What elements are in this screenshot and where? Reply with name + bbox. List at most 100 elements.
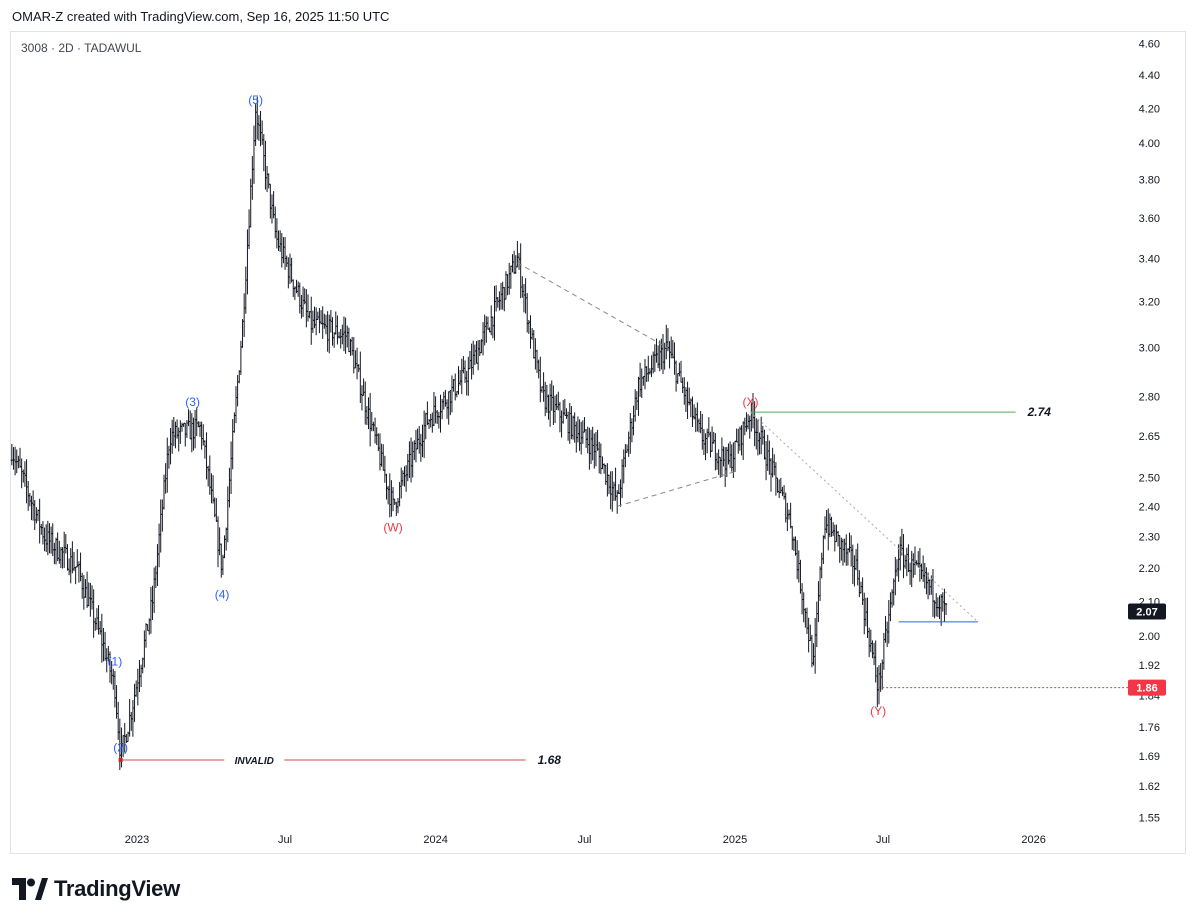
candle [192, 417, 195, 451]
trendline[interactable] [617, 471, 736, 507]
candle [282, 237, 285, 264]
candle [615, 490, 619, 514]
trendline[interactable] [750, 411, 979, 623]
candle [467, 356, 470, 396]
candle [326, 311, 329, 352]
candle [475, 341, 478, 364]
candle [936, 597, 940, 617]
candle [727, 443, 730, 465]
candle [424, 412, 427, 440]
candle [460, 358, 463, 395]
wave-label: (X) [743, 395, 759, 409]
candle [619, 479, 622, 507]
candle [786, 502, 789, 532]
candle [283, 237, 287, 270]
candle [542, 372, 545, 402]
candle [380, 443, 383, 467]
candle [136, 668, 140, 706]
candle [723, 447, 727, 488]
time-tick-label: 2026 [1021, 834, 1045, 846]
candle [364, 381, 367, 425]
candle [669, 336, 673, 359]
price-tick-label: 2.50 [1139, 472, 1160, 484]
candle [92, 589, 95, 638]
candle [156, 544, 159, 586]
candle [133, 683, 136, 722]
candle [694, 407, 697, 433]
candle [62, 531, 66, 568]
candle [625, 444, 629, 453]
candle [481, 322, 485, 356]
candle [429, 413, 432, 428]
candle [589, 429, 593, 465]
candle [697, 418, 701, 433]
candle [897, 544, 900, 582]
candle [247, 209, 251, 250]
candle [76, 549, 79, 568]
candle [373, 417, 377, 444]
candle [611, 471, 614, 512]
candle [609, 471, 612, 510]
candle [658, 340, 661, 372]
candle [741, 421, 745, 461]
candle [146, 624, 149, 632]
candle [511, 254, 514, 273]
candle [74, 566, 77, 585]
candle [679, 360, 683, 383]
candle [925, 567, 928, 595]
candle [650, 355, 653, 378]
candle [375, 427, 378, 446]
candle [593, 433, 596, 469]
candle [522, 284, 526, 313]
candle [422, 410, 426, 458]
candle [310, 296, 313, 345]
candle [44, 524, 48, 553]
candle [782, 485, 786, 500]
candle [267, 173, 270, 189]
candle [51, 523, 54, 557]
candle [445, 399, 449, 419]
candle [473, 344, 477, 365]
candle [342, 316, 346, 352]
candle [116, 701, 120, 740]
level-label: INVALID [235, 756, 274, 767]
candle [134, 680, 138, 697]
price-tick-label: 2.30 [1139, 532, 1160, 544]
candle [910, 550, 913, 588]
candle [12, 447, 15, 470]
candle [49, 526, 53, 554]
candle [349, 338, 352, 356]
candle [332, 332, 336, 348]
chart-frame [10, 31, 1186, 854]
candle [624, 444, 627, 468]
candle [409, 437, 413, 483]
candle [791, 526, 794, 550]
candle [710, 426, 714, 452]
candle [450, 375, 454, 413]
candle [202, 424, 205, 446]
candle [720, 437, 724, 478]
candle [321, 306, 324, 339]
candle [385, 473, 388, 500]
candle [59, 547, 63, 569]
price-tick-label: 3.60 [1139, 213, 1160, 225]
time-tick-label: 2024 [423, 834, 447, 846]
candle [637, 376, 640, 416]
candle [491, 316, 495, 339]
candle [853, 555, 856, 587]
candle [555, 394, 558, 410]
candle [895, 559, 899, 577]
candle [769, 458, 773, 492]
candle [758, 432, 761, 455]
candle [223, 535, 226, 559]
wave-label: (4) [215, 588, 230, 602]
candle [215, 498, 218, 522]
candle [28, 493, 32, 507]
candle [807, 617, 810, 653]
candle [437, 411, 441, 429]
candle [220, 543, 223, 578]
trendline[interactable] [517, 262, 668, 349]
candle [198, 421, 202, 437]
candle [66, 544, 69, 571]
